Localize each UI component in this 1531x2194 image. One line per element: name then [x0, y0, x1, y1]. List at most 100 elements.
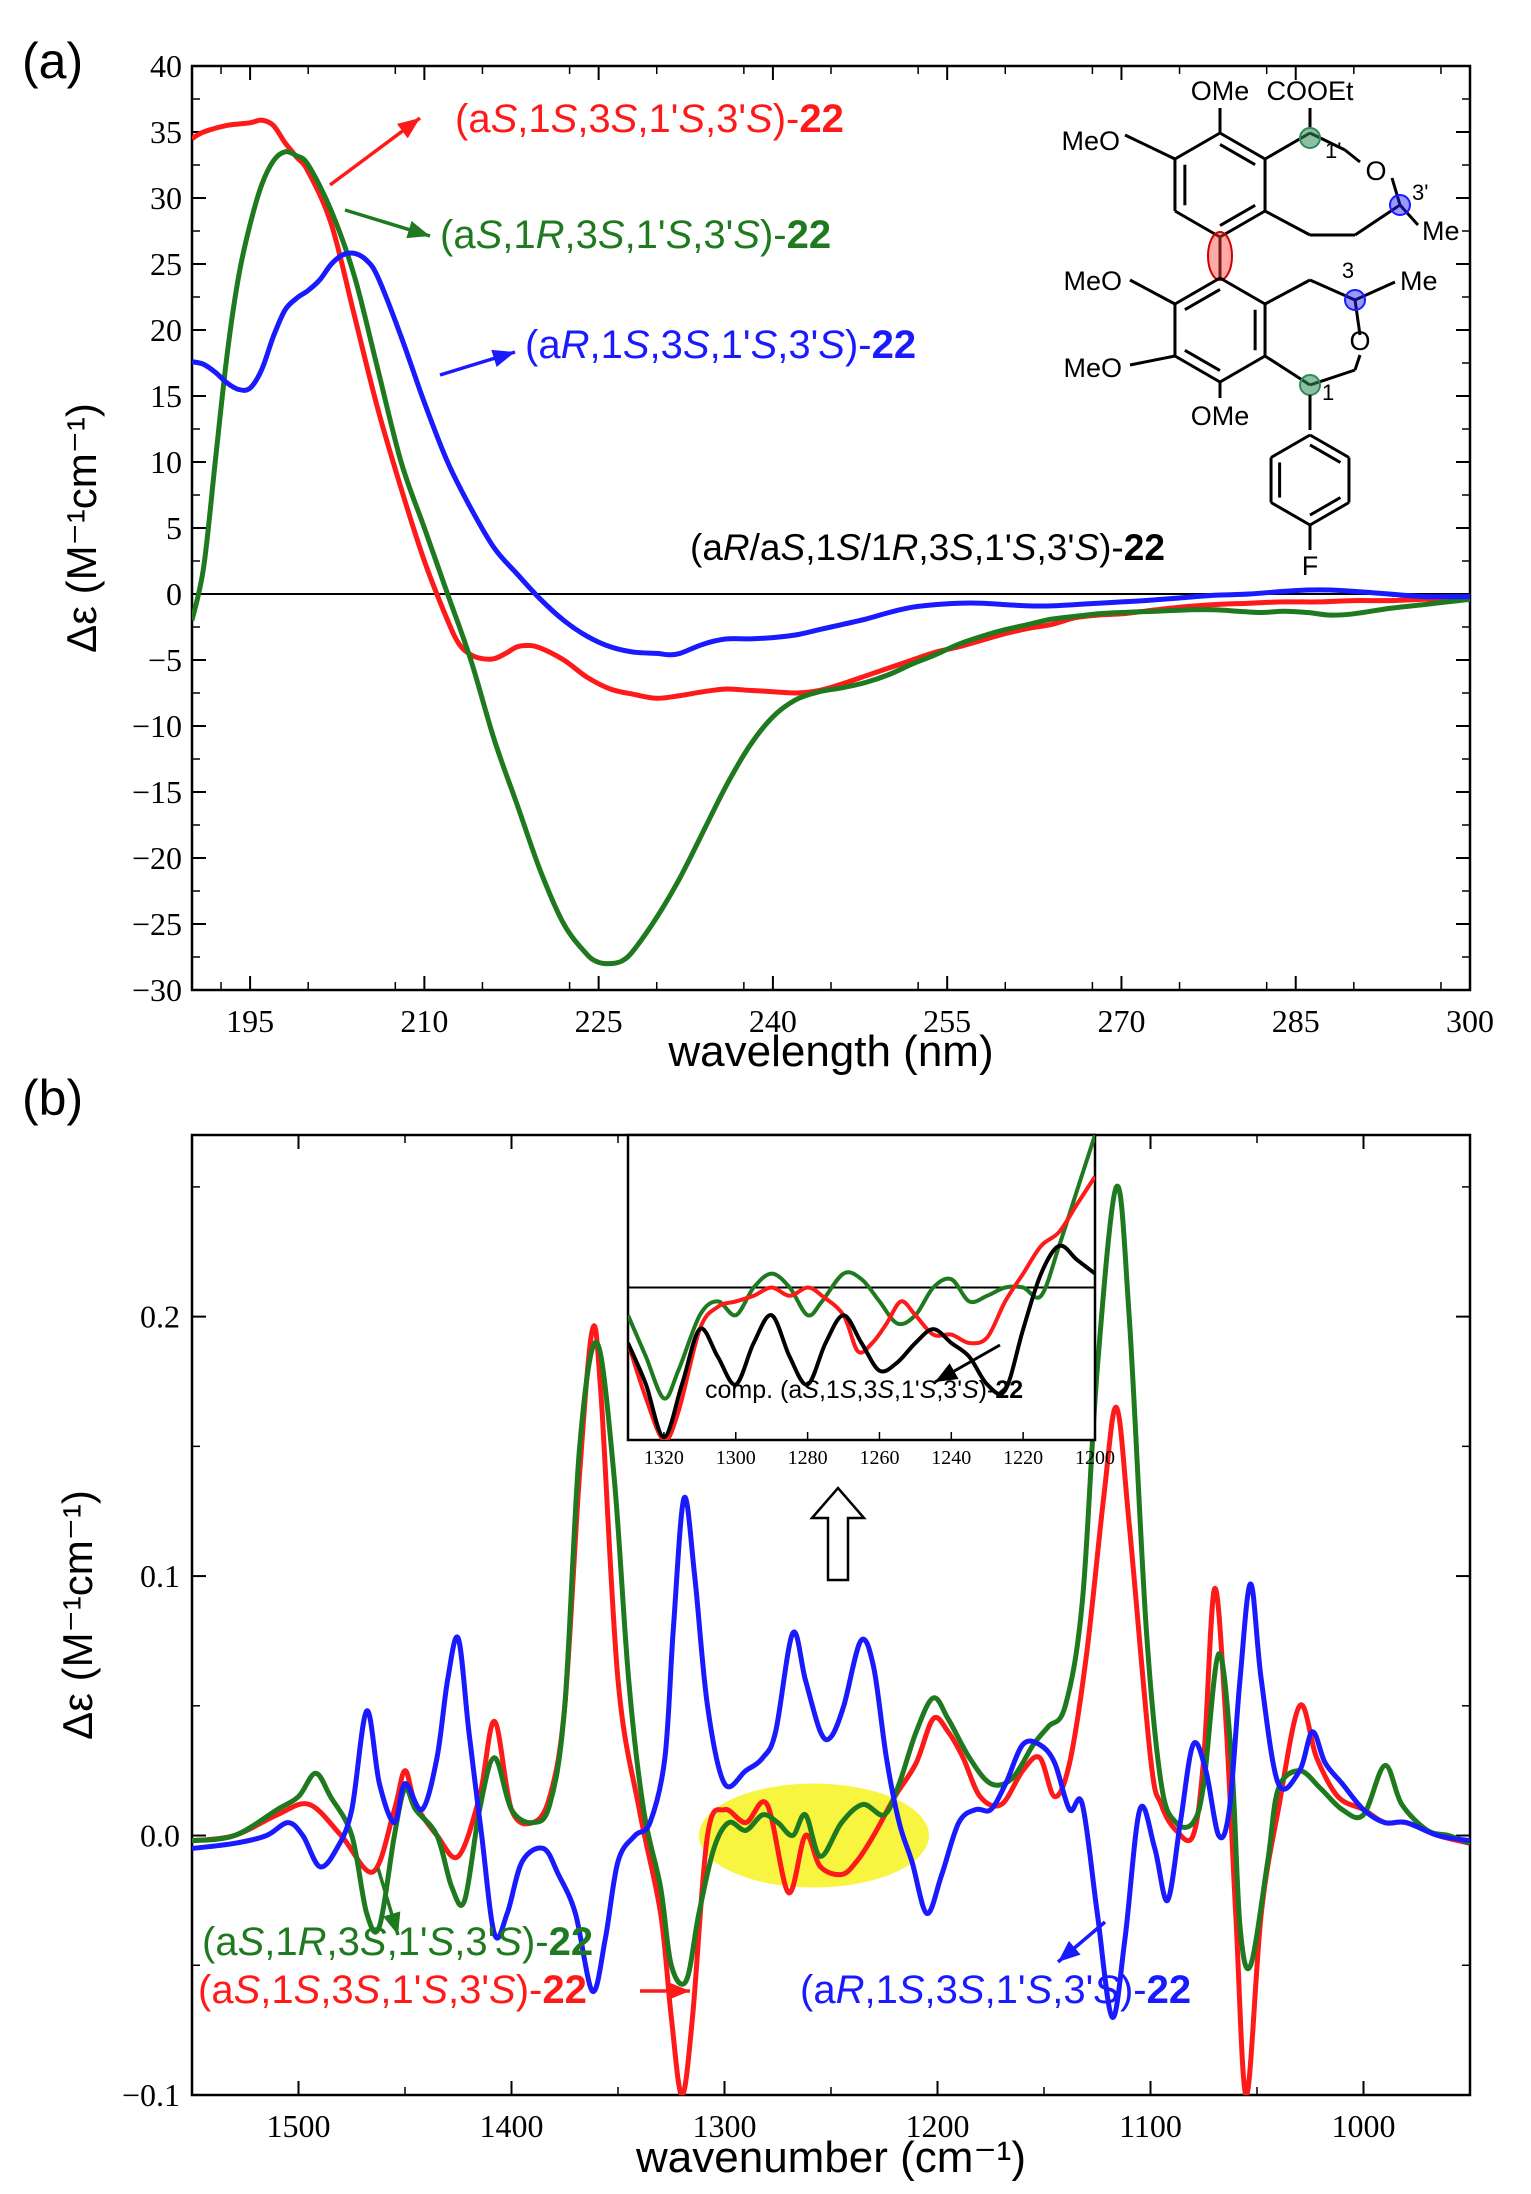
a-label-green-part: R	[536, 213, 565, 257]
b-label-red-part: ,1	[260, 1968, 293, 2012]
a-label-green-part: ,3'	[692, 213, 733, 257]
inset-label-part: S	[840, 1376, 857, 1404]
a-ytick-label: 40	[150, 48, 182, 84]
inset-label-part: ,1	[819, 1376, 840, 1404]
inset-series-black-line	[628, 1243, 1095, 1440]
structure-label: F	[1302, 551, 1319, 581]
inset-label-part: S	[962, 1376, 979, 1404]
b-xaxis-title: wavenumber (cm⁻¹)	[635, 2133, 1026, 2182]
structure-label: 1'	[1325, 138, 1341, 163]
inset-label-part: S	[802, 1376, 819, 1404]
b-label-green-part: S	[238, 1920, 265, 1964]
inset-label-part: )-	[979, 1376, 996, 1404]
a-arrow-green	[344, 208, 431, 239]
b-label-green: (aS,1R,3S,1'S,3'S)-22	[202, 1920, 593, 1964]
a-ytick-label: −10	[132, 708, 182, 744]
b-xtick-label: 1400	[480, 2108, 544, 2144]
inset-series-red-line	[628, 1175, 1095, 1440]
a-label-green-part: ,1'	[625, 213, 666, 257]
panel-b-label: (b)	[22, 1070, 83, 1126]
a-label-black-part: ,1	[805, 527, 836, 568]
lower-aryl-ring	[1219, 276, 1266, 306]
b-yaxis-title: Δε (M⁻¹cm⁻¹)	[54, 1490, 101, 1740]
a-label-black-part: S	[949, 527, 974, 568]
b-label-red-part: ,1'	[380, 1968, 421, 2012]
inset-label-part: S	[920, 1376, 937, 1404]
inset-arrow	[934, 1343, 1001, 1384]
fluorophenyl-ring-double	[1309, 496, 1342, 517]
inset-xtick-label: 1280	[788, 1447, 828, 1469]
b-label-blue-part: R	[836, 1968, 865, 2012]
a-label-blue-part: S	[623, 323, 650, 367]
a-arrow-blue	[439, 349, 516, 377]
b-label-green-part: ,1	[264, 1920, 297, 1964]
b-label-red-part: S	[421, 1968, 448, 2012]
b-label-green-part: S	[428, 1920, 455, 1964]
upper-pyran-ring	[1344, 148, 1361, 164]
inset-series-green-line	[628, 1135, 1095, 1401]
a-xtick-label: 225	[575, 1003, 623, 1039]
a-xtick-label: 210	[400, 1003, 448, 1039]
lower-pyran-ring	[1353, 354, 1362, 371]
a-label-red-part: ,3'	[705, 97, 746, 141]
a-xtick-label: 300	[1446, 1003, 1494, 1039]
a-ytick-label: −20	[132, 840, 182, 876]
structure-label: O	[1365, 156, 1386, 186]
a-label-blue-part: R	[561, 323, 590, 367]
a-ytick-label: 10	[150, 444, 182, 480]
lower-aryl-ring	[1174, 354, 1221, 384]
a-label-black-part: )-	[1099, 527, 1124, 568]
a-xtick-label: 240	[749, 1003, 797, 1039]
b-label-red-part: S	[489, 1968, 516, 2012]
inset-label-part: S	[877, 1376, 894, 1404]
b-label-blue-part: ,1'	[985, 1968, 1026, 2012]
fluorophenyl-ring	[1309, 501, 1350, 527]
a-label-blue-part: S	[683, 323, 710, 367]
inset-xtick-label: 1260	[859, 1447, 899, 1469]
b-label-green-part: ,3'	[454, 1920, 495, 1964]
b-xtick-label: 1500	[267, 2108, 331, 2144]
a-label-blue-part: S	[818, 323, 845, 367]
b-label-red-part: (a	[198, 1968, 234, 2012]
b-label-blue: (aR,1S,3S,1'S,3'S)-22	[800, 1968, 1191, 2012]
a-label-blue-part: ,1'	[710, 323, 751, 367]
a-label-green-part: S	[476, 213, 503, 257]
b-label-blue-part: ,1	[864, 1968, 897, 2012]
upper-aryl-ring-double	[1219, 203, 1256, 227]
b-label-red-part: ,3'	[448, 1968, 489, 2012]
meo-bond-2	[1129, 278, 1176, 306]
b-label-blue-part: S	[1026, 1968, 1053, 2012]
a-ytick-label: 15	[150, 378, 182, 414]
a-series-green-line	[192, 149, 1470, 967]
b-label-blue-part: ,3	[925, 1968, 958, 2012]
structure-label: OMe	[1191, 401, 1250, 431]
a-series-blue-line	[192, 250, 1470, 658]
fluorophenyl-ring	[1270, 501, 1311, 527]
upper-pyran-ring	[1354, 203, 1401, 237]
lower-pyran-ring	[1353, 299, 1362, 336]
a-label-black-part: S	[1074, 527, 1099, 568]
axial-chirality-marker	[1207, 231, 1233, 281]
a-label-red-part: S	[678, 97, 705, 141]
fluorophenyl-ring	[1309, 433, 1350, 459]
a-label-red: (aS,1S,3S,1'S,3'S)-22	[455, 97, 844, 141]
b-xtick-label: 1100	[1119, 2108, 1182, 2144]
a-label-red-part: S	[491, 97, 518, 141]
stereo-marker-3	[1344, 289, 1366, 311]
structure-label: Me	[1400, 266, 1438, 296]
stereo-marker-3prime	[1389, 194, 1411, 216]
b-xtick-label: 1300	[693, 2108, 757, 2144]
b-label-green-part: (a	[202, 1920, 238, 1964]
a-label-blue-part: ,3'	[777, 323, 818, 367]
a-label-black-part: S	[836, 527, 861, 568]
lower-pyran-ring	[1309, 278, 1356, 302]
a-xtick-label: 270	[1097, 1003, 1145, 1039]
a-label-black-part: R	[723, 527, 750, 568]
inset-label: comp. (aS,1S,3S,1'S,3'S)-22	[705, 1376, 1023, 1404]
lower-aryl-ring-double	[1184, 348, 1221, 372]
upper-aryl-ring	[1174, 209, 1221, 239]
a-label-red-part: 22	[799, 97, 844, 141]
a-ytick-label: −25	[132, 906, 182, 942]
b-label-red-part: )-	[516, 1968, 543, 2012]
